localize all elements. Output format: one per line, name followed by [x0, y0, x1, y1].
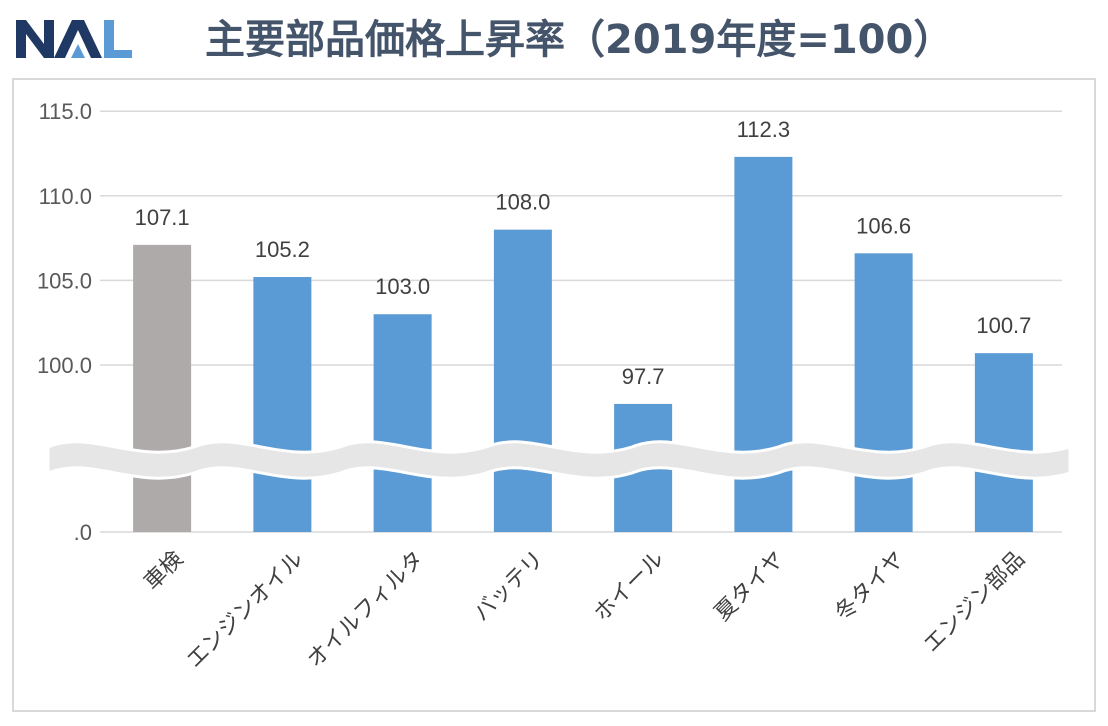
y-tick-label: 100.0 — [37, 353, 92, 378]
data-label: 97.7 — [622, 364, 665, 389]
category-label: エンジンオイル — [182, 547, 309, 674]
y-tick-label: 105.0 — [37, 268, 92, 293]
bar — [133, 244, 192, 533]
category-label: エンジン部品 — [919, 547, 1030, 658]
nal-logo — [14, 14, 134, 64]
chart-frame — [12, 78, 1096, 712]
bar — [974, 353, 1033, 532]
y-tick-label: 115.0 — [39, 99, 92, 124]
y-tick-label-baseline: .0 — [74, 520, 92, 545]
category-label: バッテリ — [469, 547, 549, 627]
bar — [854, 253, 913, 532]
bar — [493, 229, 552, 532]
data-label: 105.2 — [255, 237, 310, 262]
bar — [373, 314, 432, 532]
data-label: 106.6 — [856, 213, 911, 238]
category-label: オイルフィルタ — [303, 547, 429, 673]
data-label: 112.3 — [737, 117, 790, 142]
category-label: ホイール — [589, 547, 669, 627]
axis-break-band — [46, 440, 1072, 480]
y-tick-label: 110.0 — [39, 184, 92, 209]
category-label: 冬タイヤ — [830, 547, 909, 626]
data-label: 103.0 — [375, 274, 430, 299]
chart-title: 主要部品価格上昇率（2019年度=100） — [205, 17, 954, 63]
nal-logo-mark — [16, 20, 132, 58]
data-label: 107.1 — [135, 205, 190, 230]
category-label: 車検 — [140, 547, 189, 596]
category-label: 夏タイヤ — [710, 547, 789, 626]
data-label: 100.7 — [976, 313, 1031, 338]
bar — [253, 277, 312, 532]
data-label: 108.0 — [495, 190, 550, 215]
